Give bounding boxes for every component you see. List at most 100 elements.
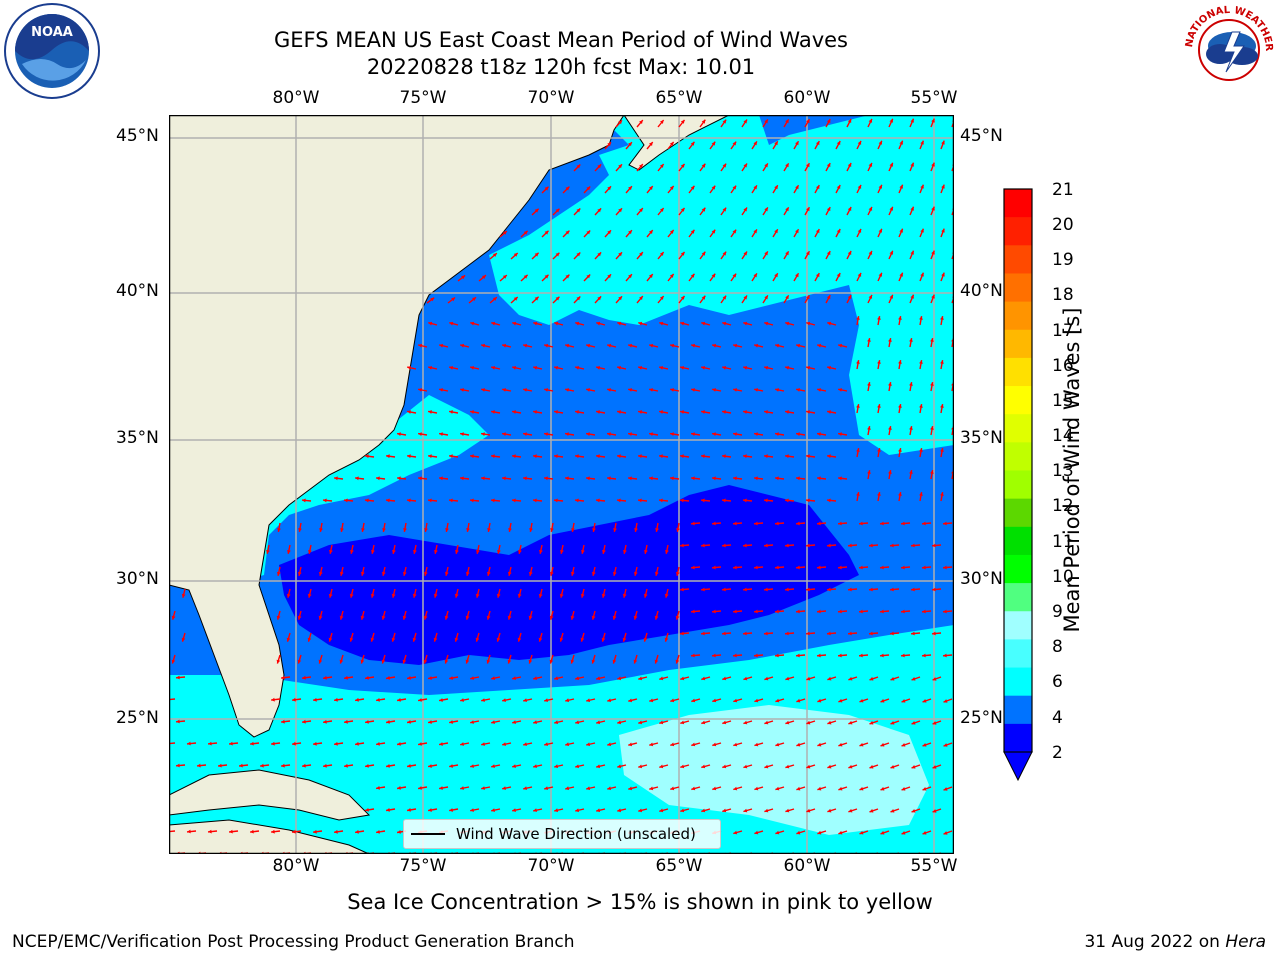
direction-arrow-head (523, 388, 527, 392)
direction-arrow-head (785, 676, 790, 681)
direction-arrow-head (701, 207, 706, 212)
direction-arrow-head (513, 297, 518, 301)
direction-arrow-head (492, 253, 497, 257)
lon-tick-label: 55°W (910, 856, 958, 876)
direction-arrow-head (523, 742, 527, 746)
direction-arrow-head (349, 637, 354, 642)
direction-arrow-head (856, 316, 860, 320)
legend-text: Wind Wave Direction (unscaled) (456, 825, 696, 843)
direction-arrow-head (901, 743, 906, 747)
direction-arrow-head (785, 543, 789, 548)
direction-arrow-head (643, 637, 648, 642)
direction-arrow-head (313, 741, 317, 746)
direction-arrow-head (171, 615, 176, 620)
direction-arrow-head (680, 454, 684, 459)
direction-arrow-head (507, 571, 512, 576)
direction-arrow-head (901, 653, 905, 658)
direction-arrow-head (743, 366, 747, 370)
direction-arrow-head (859, 565, 863, 570)
direction-arrow-head (880, 786, 885, 791)
direction-arrow-head (628, 698, 633, 703)
direction-arrow-head (370, 637, 375, 642)
direction-arrow-head (911, 543, 915, 548)
direction-arrow-head (690, 273, 695, 278)
direction-arrow-head (911, 765, 916, 769)
direction-arrow-head (475, 593, 480, 598)
direction-arrow-head (386, 498, 390, 503)
direction-arrow-head (187, 741, 191, 746)
direction-arrow-head (576, 296, 581, 301)
direction-arrow-head (796, 698, 801, 703)
direction-arrow-head (576, 252, 581, 257)
direction-arrow-head (481, 786, 485, 790)
direction-arrow-head (491, 764, 495, 768)
direction-arrow-head (444, 571, 449, 576)
direction-arrow-head (680, 764, 685, 769)
direction-arrow-head (554, 321, 559, 326)
lon-tick-label: 60°W (783, 88, 831, 108)
direction-arrow-head (512, 676, 516, 680)
direction-arrow-head (544, 274, 549, 279)
direction-arrow-head (827, 587, 831, 592)
direction-arrow-head (460, 343, 465, 348)
direction-arrow-head (817, 609, 821, 614)
direction-arrow-head (544, 186, 549, 191)
direction-arrow-head (428, 764, 432, 768)
direction-arrow-head (775, 565, 779, 570)
direction-arrow-head (607, 230, 611, 235)
direction-arrow-head (764, 251, 768, 256)
direction-arrow-head (680, 321, 685, 326)
direction-arrow-head (612, 615, 617, 620)
direction-arrow-head (376, 742, 380, 746)
direction-arrow-head (460, 742, 464, 746)
direction-arrow-head (276, 615, 281, 620)
direction-arrow-head (806, 676, 811, 681)
lon-tick-label: 70°W (527, 856, 575, 876)
direction-arrow-head (418, 343, 423, 348)
lon-tick-label: 75°W (399, 856, 447, 876)
direction-arrow-head (575, 808, 580, 813)
direction-arrow-head (753, 229, 757, 234)
direction-arrow-head (764, 410, 768, 414)
wind-wave-direction-arrows (169, 118, 954, 854)
direction-arrow-head (877, 492, 881, 496)
direction-arrow-head (785, 366, 789, 370)
direction-arrow-head (617, 366, 621, 370)
direction-arrow-head (680, 498, 684, 503)
direction-arrow-head (922, 653, 926, 658)
direction-arrow-head (502, 388, 506, 392)
direction-arrow-head (754, 521, 758, 526)
direction-arrow-head (597, 252, 602, 257)
colorbar-tick-label: 12 (1052, 496, 1074, 516)
direction-arrow-head (712, 786, 717, 791)
direction-arrow-head (691, 698, 696, 703)
direction-arrow-head (775, 653, 779, 658)
direction-arrow-head (318, 615, 323, 620)
direction-arrow-head (712, 742, 717, 747)
direction-arrow-head (922, 787, 927, 791)
direction-arrow-head (523, 343, 528, 348)
direction-arrow-head (701, 295, 706, 300)
direction-arrow-head (910, 294, 914, 299)
direction-arrow-head (638, 676, 643, 681)
direction-arrow-head (529, 528, 533, 532)
graticule (169, 115, 954, 854)
lon-tick-label: 65°W (655, 88, 703, 108)
direction-arrow-head (239, 763, 243, 768)
direction-arrow-head (554, 454, 558, 459)
direction-arrow-head (638, 720, 643, 725)
direction-arrow-head (428, 366, 432, 370)
direction-arrow-head (281, 719, 285, 724)
direction-arrow-head (743, 119, 747, 124)
direction-arrow-head (848, 764, 853, 769)
nws-logo: NATIONAL WEATHER SERVICE (1176, 0, 1278, 98)
direction-arrow-head (302, 719, 306, 724)
direction-arrow-head (796, 476, 800, 481)
direction-arrow-head (847, 119, 852, 123)
direction-arrow-head (722, 720, 727, 725)
direction-arrow-head (754, 476, 758, 481)
direction-arrow-head (932, 543, 936, 548)
direction-arrow-head (323, 498, 327, 503)
direction-arrow-head (544, 388, 548, 392)
direction-arrow-head (449, 321, 454, 326)
